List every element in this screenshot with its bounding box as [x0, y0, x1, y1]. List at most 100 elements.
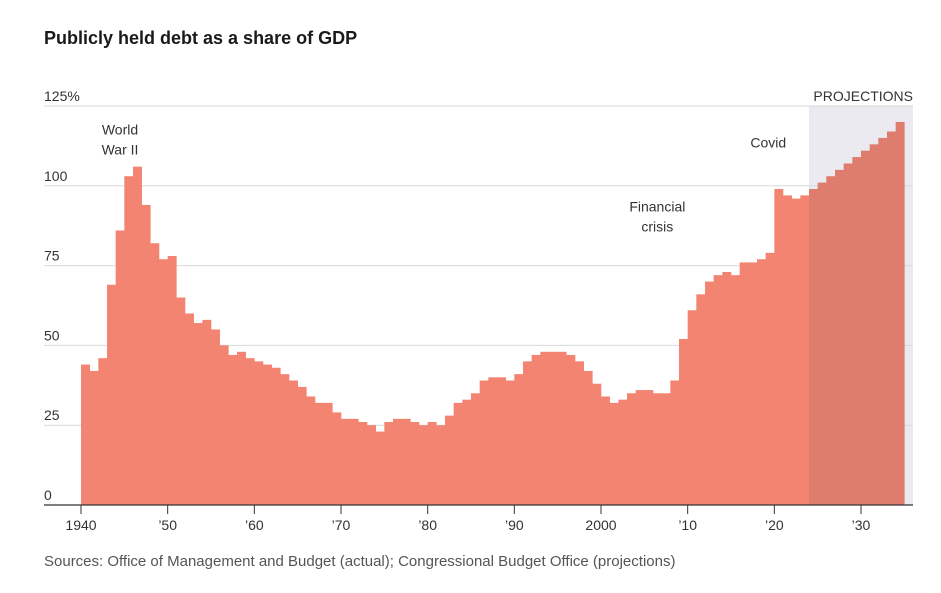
- annotation-line: World: [102, 122, 138, 138]
- bar-1951: [176, 297, 186, 505]
- bar-2019: [765, 252, 775, 505]
- bar-2031: [869, 144, 879, 505]
- bar-2008: [670, 380, 680, 505]
- bar-1968: [323, 402, 333, 505]
- bar-2030: [861, 150, 870, 506]
- annotation-covid: Covid: [750, 134, 786, 150]
- bar-2032: [878, 137, 888, 506]
- bar-2000: [601, 396, 610, 505]
- y-tick-label: 25: [44, 407, 60, 423]
- bar-1949: [159, 259, 168, 505]
- bar-1967: [315, 402, 324, 505]
- bar-1994: [549, 351, 558, 505]
- bar-1969: [332, 412, 342, 505]
- bar-1966: [306, 396, 316, 505]
- bar-1995: [557, 351, 567, 505]
- annotation-financial-crisis: Financial crisis: [629, 198, 685, 234]
- bar-2033: [887, 131, 896, 505]
- chart-title: Publicly held debt as a share of GDP: [44, 28, 358, 48]
- bar-1984: [462, 399, 472, 505]
- bar-2010: [687, 310, 697, 505]
- bar-1983: [453, 402, 463, 505]
- bar-1981: [436, 425, 446, 505]
- bar-1976: [393, 418, 402, 505]
- source-note: Sources: Office of Management and Budget…: [44, 553, 676, 570]
- bar-1990: [514, 374, 524, 505]
- bar-1941: [89, 370, 99, 505]
- bar-2002: [618, 399, 628, 505]
- y-tick-label: 75: [44, 248, 60, 264]
- bar-1962: [271, 367, 281, 505]
- bar-1960: [254, 361, 264, 505]
- bar-1996: [566, 354, 576, 505]
- bar-2016: [739, 262, 749, 505]
- bar-1958: [237, 351, 246, 505]
- x-tick-label: ’70: [332, 517, 351, 533]
- bar-1963: [280, 374, 290, 505]
- bar-2026: [826, 176, 836, 505]
- y-tick-label: 50: [44, 327, 60, 343]
- bar-1972: [358, 422, 368, 505]
- x-tick-label: 2000: [585, 517, 616, 533]
- bar-2014: [722, 271, 732, 505]
- bar-1964: [289, 380, 298, 505]
- bar-1982: [445, 415, 454, 505]
- bar-2025: [817, 182, 827, 505]
- bar-1978: [410, 422, 420, 505]
- bar-2012: [705, 281, 714, 505]
- annotation-line: crisis: [641, 218, 673, 234]
- bar-2034: [895, 121, 905, 506]
- bar-1997: [575, 361, 584, 505]
- bar-2022: [791, 198, 801, 505]
- annotation-line: War II: [102, 142, 139, 158]
- bar-1945: [124, 176, 134, 505]
- bar-1986: [479, 380, 489, 505]
- bar-1953: [193, 323, 203, 505]
- bar-1970: [341, 418, 350, 505]
- bar-2015: [731, 275, 740, 505]
- x-tick-label: ’20: [765, 517, 784, 533]
- bar-1948: [150, 243, 160, 506]
- bar-1959: [245, 358, 255, 505]
- y-tick-label: 100: [44, 168, 68, 184]
- bar-1952: [185, 313, 194, 505]
- bar-1944: [115, 230, 125, 505]
- bar-1989: [505, 380, 515, 505]
- bar-1980: [427, 422, 437, 505]
- bar-2018: [757, 259, 766, 505]
- bar-2027: [835, 169, 844, 505]
- bar-2028: [843, 163, 853, 505]
- bar-2009: [679, 339, 688, 505]
- bar-2021: [783, 195, 792, 505]
- bar-1991: [523, 361, 532, 505]
- annotation-ww2: World War II: [102, 122, 139, 158]
- bar-1977: [401, 418, 411, 505]
- y-tick-label: 0: [44, 487, 52, 503]
- bar-2001: [609, 402, 619, 505]
- bar-1974: [375, 431, 385, 505]
- bar-1961: [263, 364, 272, 505]
- bar-1950: [167, 256, 177, 505]
- bar-2017: [748, 262, 758, 505]
- bar-1947: [141, 204, 151, 505]
- x-tick-label: ’80: [418, 517, 437, 533]
- bar-1993: [540, 351, 550, 505]
- bar-1965: [297, 386, 307, 505]
- bar-2029: [852, 157, 862, 505]
- bar-1988: [497, 377, 506, 505]
- bar-1955: [211, 329, 220, 505]
- bar-1971: [349, 418, 359, 505]
- y-tick-label: 125%: [44, 88, 80, 104]
- bar-2007: [661, 393, 671, 505]
- x-tick-label: ’50: [158, 517, 177, 533]
- bar-2011: [696, 294, 706, 505]
- bar-1987: [488, 377, 498, 505]
- bar-1954: [202, 319, 212, 505]
- bar-1940: [81, 364, 90, 505]
- x-tick-label: ’60: [245, 517, 264, 533]
- bar-1942: [98, 358, 108, 505]
- x-tick-label: 1940: [65, 517, 96, 533]
- bar-1973: [367, 425, 376, 505]
- bar-1957: [228, 354, 238, 505]
